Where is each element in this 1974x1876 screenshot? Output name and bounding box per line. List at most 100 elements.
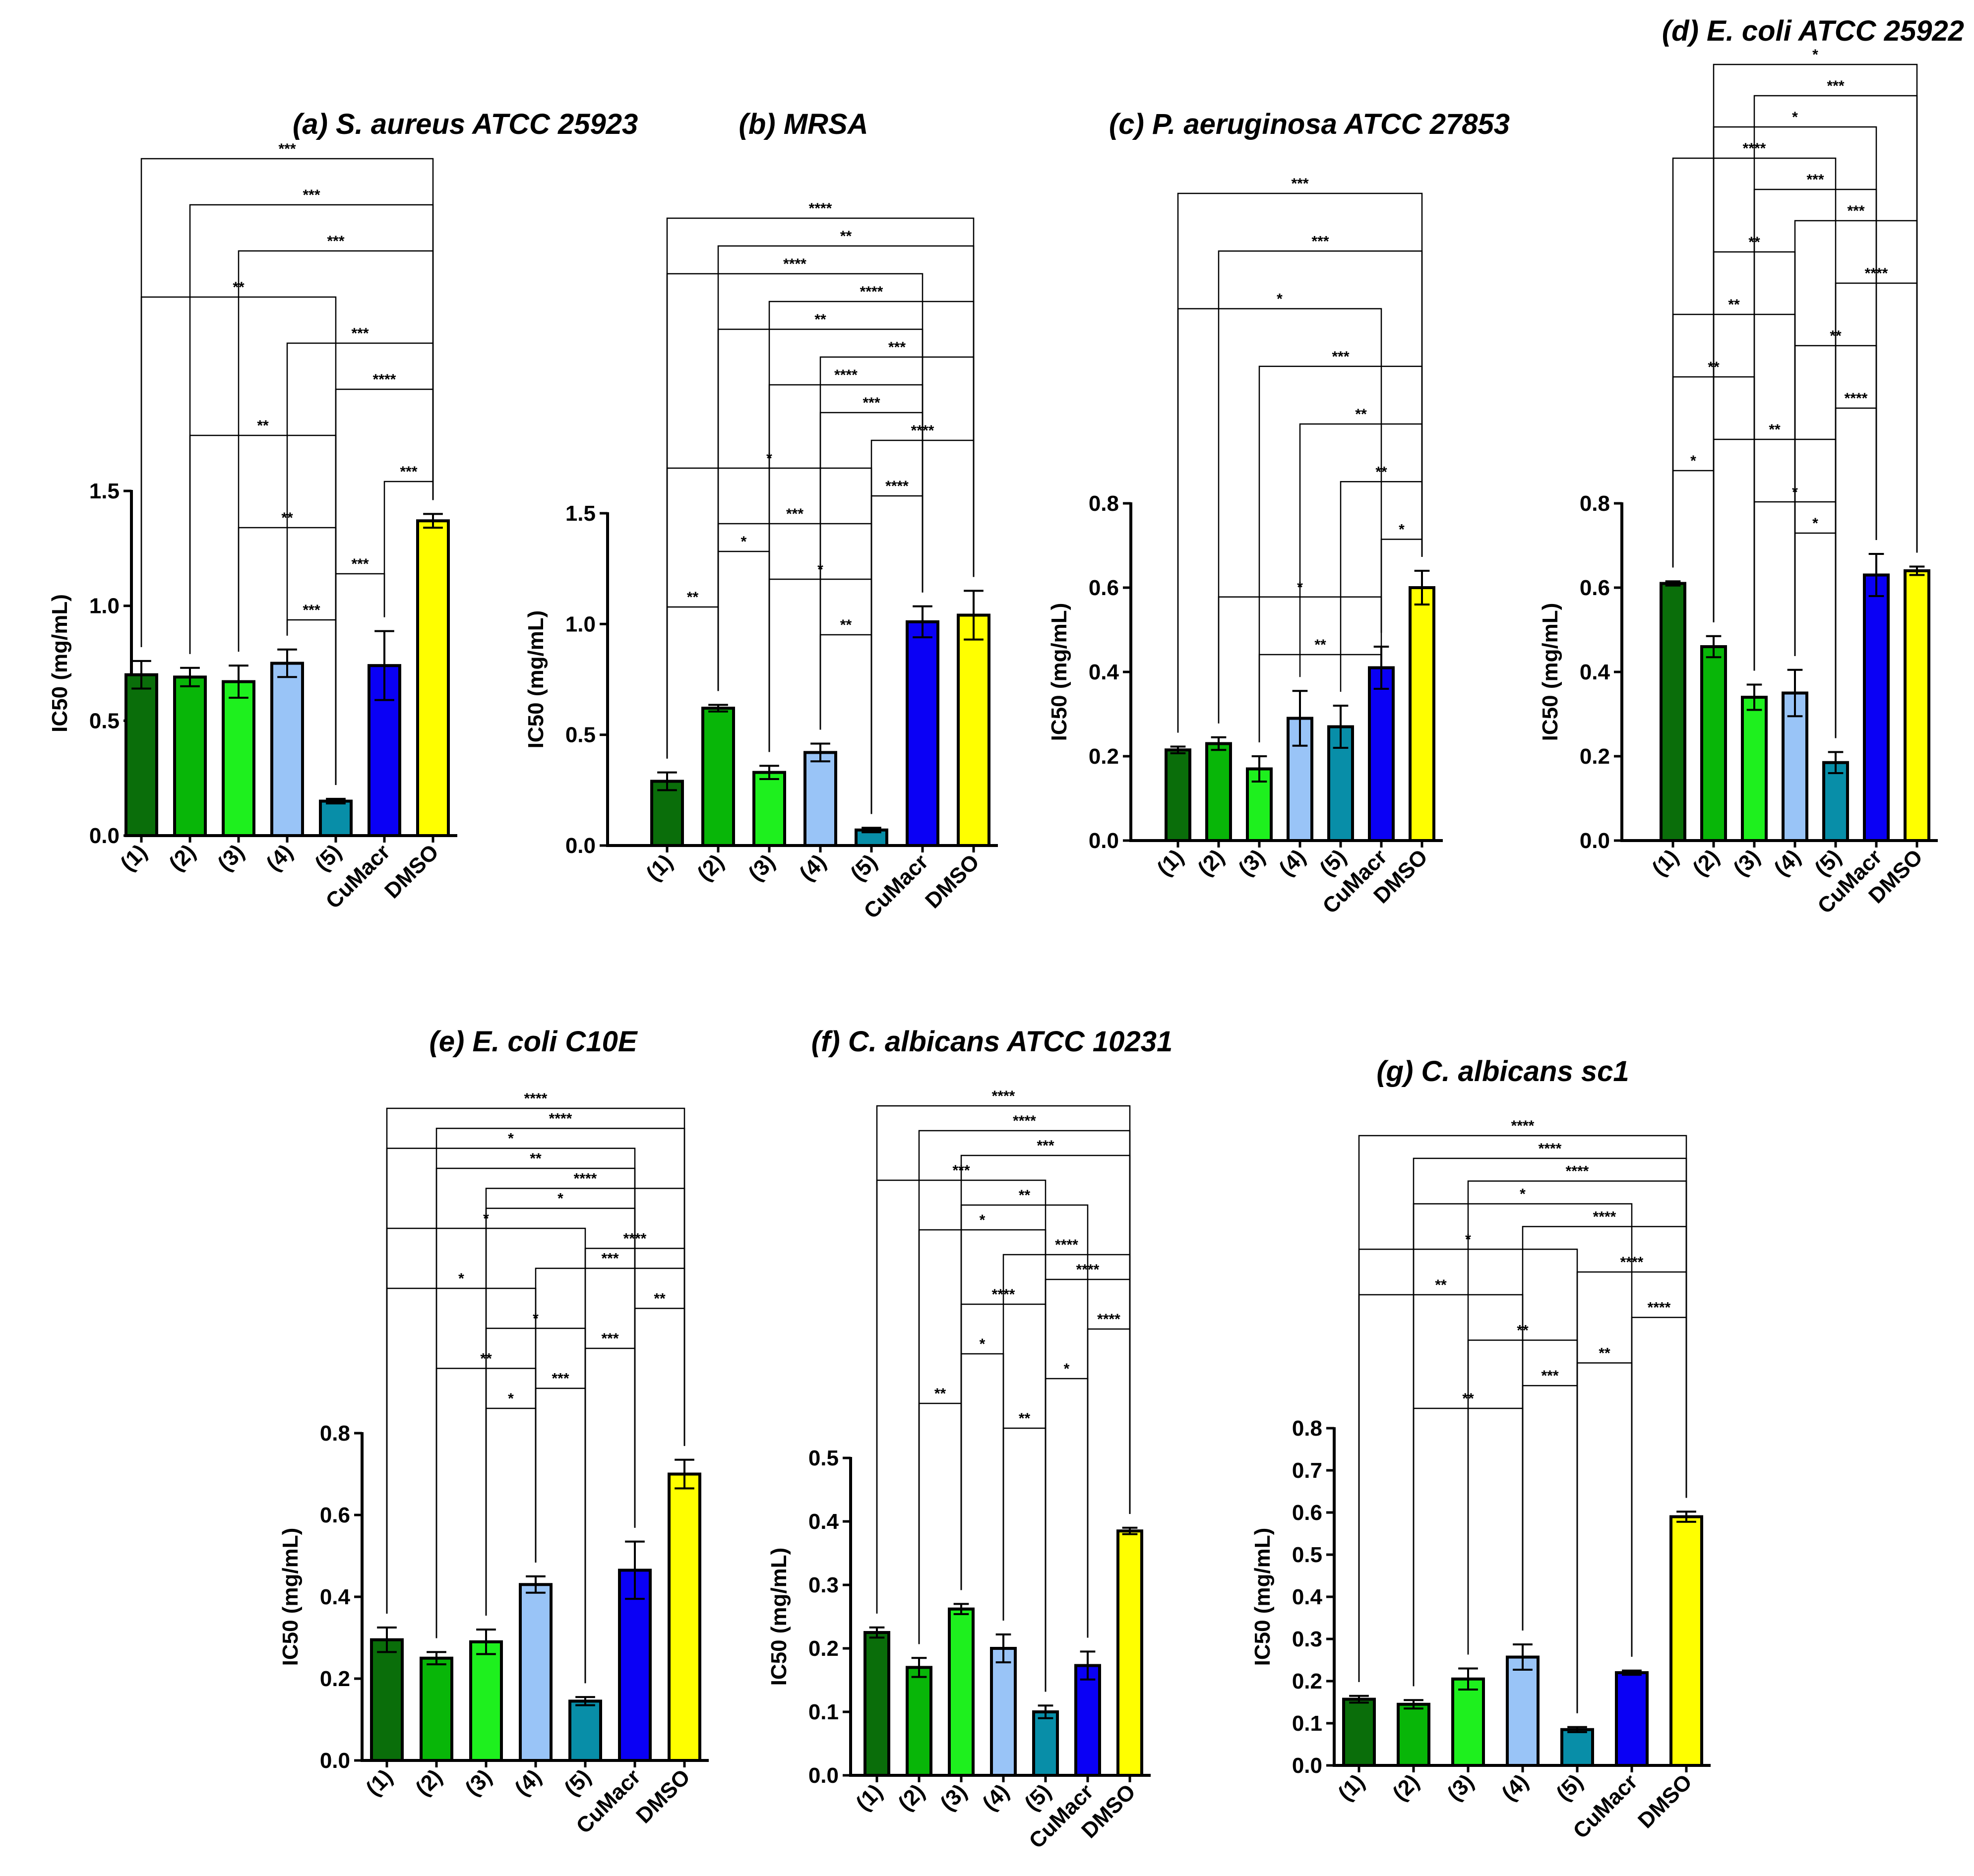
bar-1 xyxy=(124,673,158,837)
significance-label: *** xyxy=(888,339,906,356)
significance-label: ** xyxy=(1462,1391,1474,1407)
bar-2 xyxy=(173,675,207,838)
significance-label: * xyxy=(533,1311,539,1327)
significance-label: * xyxy=(508,1391,514,1407)
category-label: (2) xyxy=(1193,845,1229,881)
significance-label: ** xyxy=(1708,359,1720,375)
bar-5 xyxy=(1822,761,1849,842)
significance-bracket xyxy=(1413,1407,1524,1687)
category-label: (2) xyxy=(1388,1769,1424,1806)
significance-label: *** xyxy=(1541,1368,1558,1384)
y-tick-label: 0.2 xyxy=(1089,744,1119,769)
significance-bracket xyxy=(386,1148,636,1614)
y-tick-label: 0.0 xyxy=(808,1763,839,1788)
significance-label: * xyxy=(980,1212,986,1228)
significance-bracket xyxy=(918,1229,1047,1692)
category-label: (1) xyxy=(851,1779,887,1815)
significance-label: **** xyxy=(783,256,806,272)
significance-bracket xyxy=(286,342,434,636)
significance-label: *** xyxy=(1332,349,1349,365)
bar-DMSO xyxy=(668,1472,701,1762)
significance-label: * xyxy=(1297,579,1303,596)
bar-DMSO xyxy=(1116,1529,1143,1777)
y-tick-label: 0.0 xyxy=(89,824,120,848)
y-tick-label: 0.4 xyxy=(1580,660,1610,684)
bar-5 xyxy=(319,799,353,837)
category-label: (3) xyxy=(743,849,780,886)
category-label: (4) xyxy=(795,849,831,886)
significance-bracket xyxy=(485,1407,537,1616)
bar-1 xyxy=(1342,1697,1376,1767)
significance-label: ** xyxy=(814,311,826,328)
y-tick-label: 0.3 xyxy=(808,1573,839,1597)
significance-label: *** xyxy=(1291,176,1308,192)
significance-bracket xyxy=(1258,633,1382,742)
y-tick-label: 1.0 xyxy=(89,594,120,618)
significance-bracket xyxy=(717,523,872,814)
significance-label: **** xyxy=(1097,1311,1120,1328)
significance-label: ** xyxy=(233,279,245,296)
category-label: (4) xyxy=(1274,845,1310,881)
bar-DMSO xyxy=(957,613,990,847)
significance-label: * xyxy=(1792,484,1798,500)
significance-bracket xyxy=(1672,313,1796,656)
significance-label: *** xyxy=(601,1251,618,1267)
chart-title: (f) C. albicans ATCC 10231 xyxy=(811,1026,1172,1058)
significance-bracket xyxy=(1380,539,1423,633)
y-tick-label: 0.2 xyxy=(1292,1669,1322,1694)
y-axis-label: IC50 (mg/mL) xyxy=(48,594,72,732)
y-axis-label: IC50 (mg/mL) xyxy=(1047,603,1071,741)
y-axis-label: IC50 (mg/mL) xyxy=(524,610,548,749)
category-label: DMSO xyxy=(380,840,443,903)
y-tick-label: 0.5 xyxy=(565,723,596,747)
significance-label: *** xyxy=(1806,172,1824,188)
category-label: (2) xyxy=(893,1779,929,1815)
significance-bracket xyxy=(819,634,872,814)
significance-bracket xyxy=(666,606,719,759)
category-label: (4) xyxy=(1769,845,1805,881)
significance-label: ** xyxy=(1019,1187,1031,1204)
y-axis-label: IC50 (mg/mL) xyxy=(278,1528,303,1666)
category-label: (2) xyxy=(164,840,200,876)
significance-label: *** xyxy=(1311,233,1329,249)
significance-label: *** xyxy=(351,556,369,572)
significance-label: **** xyxy=(834,367,858,383)
significance-label: **** xyxy=(623,1230,647,1247)
significance-label: * xyxy=(741,534,747,550)
y-tick-label: 0.2 xyxy=(1580,744,1610,769)
significance-label: *** xyxy=(303,602,320,618)
significance-label: **** xyxy=(860,284,883,300)
bar-4 xyxy=(803,751,837,847)
y-tick-label: 1.0 xyxy=(565,612,596,636)
significance-label: **** xyxy=(809,200,832,217)
y-tick-label: 0.6 xyxy=(1580,576,1610,600)
y-tick-label: 0.4 xyxy=(808,1510,839,1534)
panel-e: (e) E. coli C10E 0.0 0.2 0.4 0.6 0.8 IC50 (mg/… xyxy=(278,1026,709,1838)
y-axis-label: IC50 (mg/mL) xyxy=(767,1548,791,1686)
bar-2 xyxy=(906,1666,932,1777)
y-tick-label: 0.8 xyxy=(320,1421,350,1446)
bar-CuMacr xyxy=(1615,1671,1649,1767)
significance-bracket xyxy=(1713,438,1837,738)
significance-label: ** xyxy=(1769,422,1781,438)
bar-3 xyxy=(469,1640,503,1762)
bar-5 xyxy=(568,1699,602,1762)
significance-bracket xyxy=(1794,220,1918,656)
category-label: (3) xyxy=(1234,845,1270,881)
significance-label: ** xyxy=(1019,1410,1031,1427)
bar-CuMacr xyxy=(1074,1664,1101,1777)
bar-DMSO xyxy=(416,519,450,837)
significance-label: ** xyxy=(654,1290,666,1307)
significance-label: * xyxy=(1690,453,1696,469)
y-tick-label: 0.0 xyxy=(1292,1754,1322,1778)
significance-label: *** xyxy=(303,187,320,203)
bar-2 xyxy=(1397,1702,1430,1767)
significance-label: * xyxy=(1520,1186,1526,1203)
y-tick-label: 0.2 xyxy=(808,1636,839,1661)
significance-label: **** xyxy=(992,1088,1015,1104)
bar-2 xyxy=(1205,742,1232,842)
category-label: (1) xyxy=(361,1764,397,1801)
significance-bracket xyxy=(1794,532,1837,738)
panel-a: (a) S. aureus ATCC 25923 0.0 0.5 1.0 1.5 IC50… xyxy=(48,108,638,913)
significance-label: ** xyxy=(1435,1277,1447,1293)
